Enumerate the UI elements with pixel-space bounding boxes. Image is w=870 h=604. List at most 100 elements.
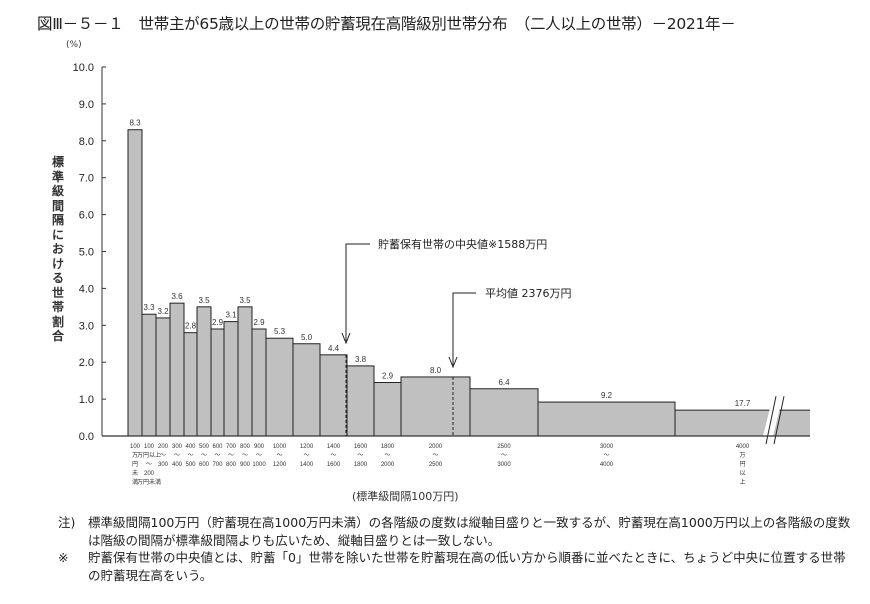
bar-value-label: 9.2	[601, 391, 613, 400]
bar	[169, 302, 185, 437]
y-unit: (%)	[66, 40, 82, 50]
bar-value-label: 2.9	[253, 318, 265, 327]
mean-arrow	[452, 292, 476, 365]
note-marker: 注)	[58, 515, 76, 530]
histogram-chart: 0.0 1.0 2.0 3.0 4.0 5.0 6.0 7.0 8.0 9.0 10.0 8.3 100…	[73, 62, 810, 486]
bar-value-label: 8.3	[129, 119, 141, 128]
bar	[155, 317, 171, 437]
bar	[237, 306, 253, 437]
bar	[400, 376, 471, 437]
x-tick-label: 満	[132, 478, 138, 486]
x-tick-label: 1400	[327, 444, 341, 450]
x-tick-label: ～	[187, 453, 193, 459]
x-tick-label: 万円以上	[137, 451, 161, 459]
note-text: 標準級間隔100万円（貯蓄現在高1000万円未満）の各階級の度数は縦軸目盛りと一…	[88, 515, 851, 548]
x-tick-label: ～	[256, 453, 262, 459]
y-tick-label: 9.0	[79, 99, 94, 111]
bar	[292, 343, 321, 437]
bar-value-label: 3.3	[143, 303, 155, 312]
x-tick-label: 700	[212, 462, 223, 468]
bar-value-label: 2.9	[212, 318, 224, 327]
x-tick-label: 1000	[273, 444, 287, 450]
x-tick-label: ～	[330, 453, 336, 459]
x-tick-label: 200	[144, 471, 155, 477]
x-tick-label: 万	[132, 452, 138, 459]
x-tick-label: 900	[254, 444, 265, 450]
x-axis-title: (標準級間隔100万円)	[352, 490, 459, 503]
note-2: ※ 貯蓄保有世帯の中央値とは、貯蓄「0」世帯を除いた世帯を貯蓄現在高の低い方から…	[58, 549, 858, 584]
x-tick-label: 200	[158, 444, 169, 450]
bar-value-label: 17.7	[735, 399, 751, 408]
x-tick-label: 1600	[354, 444, 368, 450]
mean-annotation: 平均値 2376万円	[485, 287, 572, 300]
bar-value-label: 3.1	[225, 311, 237, 320]
x-tick-label: 100	[144, 444, 155, 450]
x-tick-label: 1800	[354, 462, 368, 468]
bar-value-label: 3.5	[239, 296, 251, 305]
x-tick-label: 1400	[300, 462, 314, 468]
x-tick-label: 円	[132, 461, 138, 468]
x-tick-label: ～	[432, 453, 438, 459]
bar-value-label: 3.2	[157, 307, 169, 316]
x-tick-label: 500	[185, 462, 196, 468]
bar	[537, 401, 676, 437]
x-tick-label: 4000	[600, 462, 614, 468]
bar-value-label: 8.0	[430, 366, 442, 375]
bar-value-label: 2.8	[185, 322, 197, 331]
x-tick-label: 1200	[300, 444, 314, 450]
bar	[346, 365, 375, 437]
bar	[675, 410, 810, 436]
bar-value-label: 5.0	[301, 333, 313, 342]
x-tick-label: ～	[146, 462, 152, 468]
x-tick-label: 4000	[736, 444, 750, 450]
x-tick-label: 400	[172, 462, 183, 468]
y-tick-label: 2.0	[79, 357, 94, 369]
x-tick-label: 1800	[381, 444, 395, 450]
x-tick-label: ～	[201, 453, 207, 459]
bar	[469, 388, 539, 437]
bar	[183, 332, 198, 437]
x-tick-label: 300	[172, 444, 183, 450]
x-tick-label: ～	[214, 453, 220, 459]
notes: 注) 標準級間隔100万円（貯蓄現在高1000万円未満）の各階級の度数は縦軸目盛…	[58, 514, 858, 584]
x-tick-label: 3000	[600, 444, 614, 450]
x-tick-label: 300	[158, 462, 169, 468]
x-tick-label: 100	[130, 444, 141, 450]
y-tick-label: 10.0	[73, 62, 94, 74]
x-tick-label: 700	[226, 444, 237, 450]
x-tick-label: ～	[242, 453, 248, 459]
x-tick-label: ～	[174, 453, 180, 459]
y-tick-label: 6.0	[79, 210, 94, 222]
x-tick-label: 900	[240, 462, 251, 468]
x-tick-label: 2000	[381, 462, 395, 468]
x-tick-label: 500	[199, 444, 210, 450]
bar	[373, 381, 402, 437]
x-tick-label: 600	[199, 462, 210, 468]
bar	[265, 337, 294, 437]
bar-value-label: 6.4	[498, 378, 510, 387]
x-tick-label: 上	[739, 478, 745, 486]
x-tick-label: 600	[212, 444, 223, 450]
x-tick-label: 円	[739, 461, 745, 468]
bar-value-label: 5.3	[274, 327, 286, 336]
bar	[196, 306, 212, 437]
note-text: 貯蓄保有世帯の中央値とは、貯蓄「0」世帯を除いた世帯を貯蓄現在高の低い方から順番…	[88, 550, 846, 583]
bar	[319, 354, 348, 437]
x-tick-label: 万円未満	[137, 478, 161, 486]
x-tick-label: 3000	[497, 462, 511, 468]
bar-value-label: 4.4	[328, 344, 340, 353]
bar	[141, 313, 157, 437]
bar-value-label: 3.5	[198, 296, 210, 305]
x-tick-label: ～	[303, 453, 309, 459]
median-arrow	[345, 243, 370, 341]
x-tick-label: ～	[384, 453, 390, 459]
bar	[251, 328, 267, 437]
x-tick-label: ～	[501, 453, 507, 459]
bar	[127, 129, 143, 437]
bar	[210, 328, 225, 437]
x-tick-label: ～	[603, 453, 609, 459]
y-axis-label: 標準級間隔における世帯割合	[52, 155, 65, 343]
y-tick-label: 8.0	[79, 136, 94, 148]
y-tick-label: 3.0	[79, 320, 94, 332]
bar-value-label: 3.6	[171, 292, 183, 301]
